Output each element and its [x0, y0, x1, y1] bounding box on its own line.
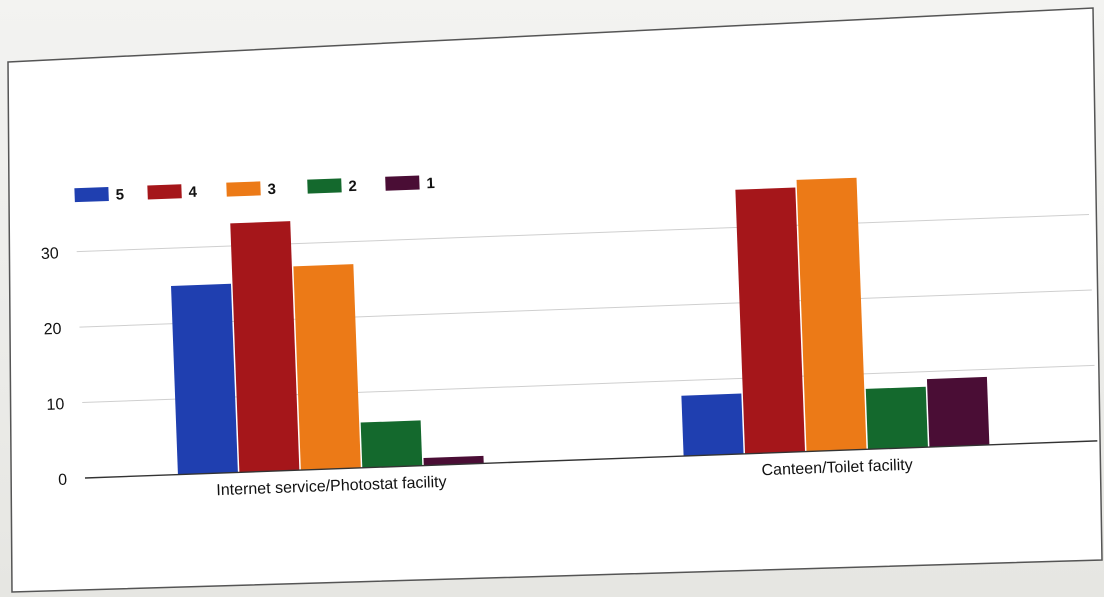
bar-2-canteen-toilet	[865, 386, 928, 450]
bar-1-canteen-toilet	[926, 376, 990, 448]
y-tick-label: 0	[58, 472, 68, 489]
y-tick-label: 30	[41, 245, 60, 263]
bar-4-internet-photostat	[230, 221, 300, 473]
legend-label-2: 2	[348, 178, 357, 195]
y-tick-label: 10	[46, 396, 65, 414]
legend: 5 4 3 2 1	[74, 175, 435, 204]
bar-3-canteen-toilet	[796, 177, 867, 452]
x-axis-line	[84, 440, 1098, 479]
legend-swatch-2	[307, 178, 342, 194]
bar-3-internet-photostat	[293, 264, 361, 471]
legend-swatch-1	[385, 175, 420, 191]
bars	[171, 177, 990, 475]
bar-5-canteen-toilet	[681, 393, 744, 457]
legend-swatch-4	[147, 184, 182, 200]
legend-label-5: 5	[115, 186, 124, 203]
x-category-label: Canteen/Toilet facility	[761, 457, 913, 480]
legend-swatch-3	[226, 181, 261, 197]
bar-1-internet-photostat	[423, 455, 484, 466]
legend-label-4: 4	[188, 184, 198, 201]
legend-label-1: 1	[426, 175, 435, 192]
y-tick-label: 20	[43, 321, 62, 339]
legend-swatch-5	[74, 186, 109, 203]
bar-4-canteen-toilet	[735, 187, 806, 454]
bar-5-internet-photostat	[171, 283, 238, 475]
bar-2-internet-photostat	[360, 420, 423, 468]
legend-label-3: 3	[267, 181, 276, 198]
